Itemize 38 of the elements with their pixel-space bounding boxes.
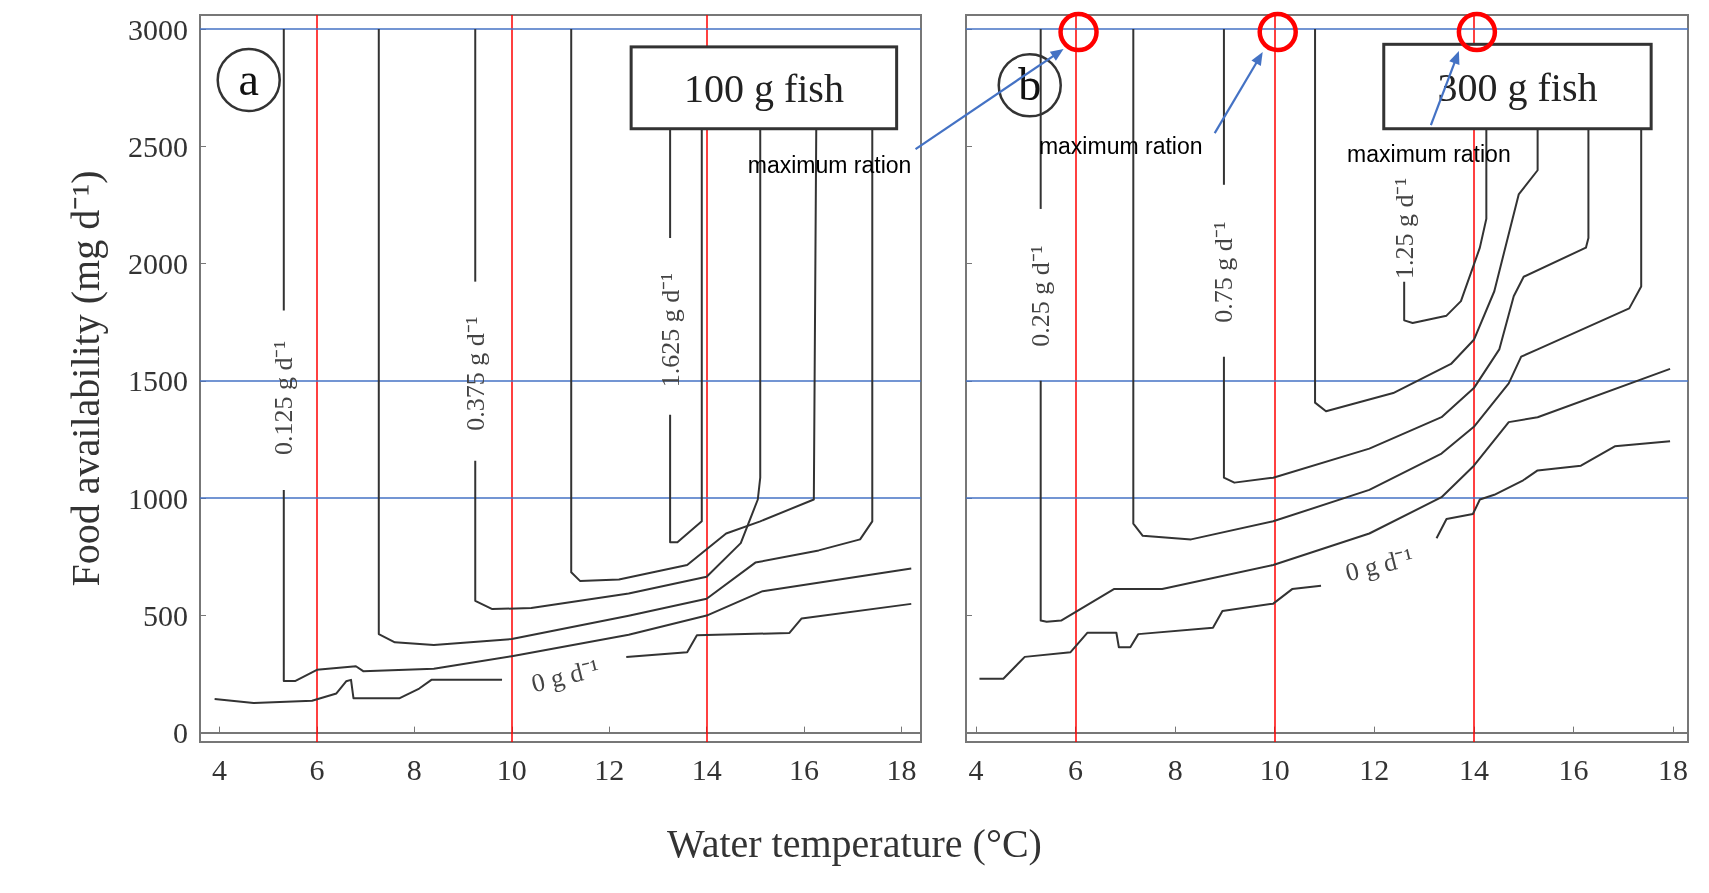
- x-tick-label: 10: [496, 752, 527, 786]
- x-tick-label: 8: [406, 752, 422, 786]
- annotation: 0.125 g d⁻¹: [269, 340, 299, 456]
- annotation: 100 g fish: [683, 65, 844, 111]
- line-series: [213, 678, 504, 705]
- y-tick-label: 2500: [128, 129, 188, 163]
- x-tick-label: 12: [1359, 752, 1390, 786]
- x-tick-label: 10: [1259, 752, 1290, 786]
- x-tick-label: 14: [691, 752, 722, 786]
- x-tick-label: 4: [968, 752, 984, 786]
- annotation: 0.25 g d⁻¹: [1026, 245, 1056, 347]
- annotation: b: [1018, 59, 1042, 111]
- annotation: 0 g d⁻¹: [1342, 542, 1417, 588]
- y-axis-title: Food availability (mg d⁻¹): [62, 170, 108, 587]
- x-tick-label: 4: [211, 752, 227, 786]
- x-tick-label: 6: [309, 752, 325, 786]
- annotation: 0.375 g d⁻¹: [460, 316, 490, 431]
- annotation: 1.25 g d⁻¹: [1389, 177, 1419, 280]
- x-tick-label: 18: [886, 752, 917, 786]
- y-tick-label: 500: [143, 598, 188, 632]
- x-tick-label: 16: [789, 752, 820, 786]
- annotation: 1.625 g d⁻¹: [655, 273, 685, 388]
- annotation: 0 g d⁻¹: [528, 653, 603, 699]
- y-tick-label: 0: [173, 716, 188, 750]
- y-tick-label: 2000: [128, 247, 188, 281]
- x-tick-label: 12: [594, 752, 625, 786]
- x-axis-title: Water temperature (°C): [666, 820, 1043, 867]
- line-series: [625, 602, 913, 659]
- x-tick-label: 16: [1558, 752, 1589, 786]
- x-tick-label: 14: [1458, 752, 1489, 786]
- y-tick-label: 3000: [128, 12, 188, 46]
- y-tick-label: 1000: [128, 481, 188, 515]
- annotation: a: [238, 53, 259, 105]
- x-tick-label: 6: [1068, 752, 1084, 786]
- y-tick-label: 1500: [128, 364, 188, 398]
- annotation: 0.75 g d⁻¹: [1209, 221, 1239, 323]
- x-tick-label: 18: [1658, 752, 1689, 786]
- x-tick-label: 8: [1167, 752, 1183, 786]
